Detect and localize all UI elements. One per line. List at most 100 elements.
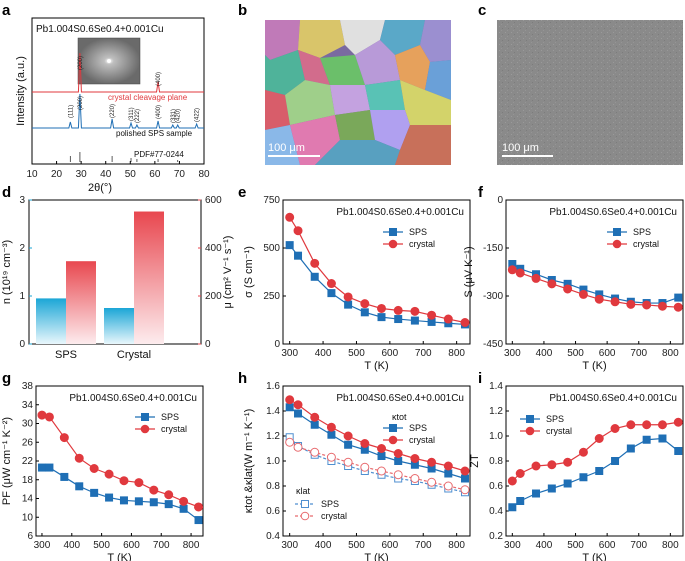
xrd-peak-label: (111): [68, 105, 74, 118]
legend-label: crystal: [161, 424, 187, 434]
data-point: [326, 422, 336, 432]
chart-title: Pb1.004S0.6Se0.4+0.001Cu: [336, 393, 464, 404]
data-point: [310, 420, 319, 429]
data-point: [327, 430, 336, 439]
x-tick-label: 500: [567, 540, 584, 551]
xrd-peak-label: (420): [176, 109, 182, 123]
data-point: [393, 449, 403, 458]
data-point: [360, 439, 370, 448]
data-point: [610, 297, 620, 307]
sem-background: [497, 20, 683, 165]
x-tick-label: 700: [415, 540, 432, 551]
x-tick-label: 400: [536, 348, 553, 359]
data-point: [563, 457, 573, 467]
data-point: [326, 279, 336, 289]
chart-thermal-conductivity: 300 400 500 600 700 800 0.4 0.6 0.8 1.0 1.2 1.4 1.6 T…: [243, 381, 471, 561]
y-tick-label: 500: [263, 243, 280, 254]
x-tick-label: 30: [76, 169, 88, 180]
data-point: [285, 212, 295, 222]
x-tick-label: 800: [183, 540, 200, 551]
data-point: [507, 265, 517, 275]
legend-marker: [612, 239, 622, 249]
legend-label: SPS: [546, 414, 564, 424]
data-point: [285, 395, 295, 405]
data-point: [460, 317, 470, 327]
grain: [355, 40, 400, 85]
data-point: [673, 417, 683, 427]
x-axis-label: T (K): [582, 552, 606, 561]
data-point: [547, 460, 557, 470]
data-point: [531, 461, 541, 471]
data-point: [134, 478, 144, 488]
x-axis-label: T (K): [582, 360, 606, 372]
legend-marker: [141, 413, 149, 421]
data-point: [610, 424, 620, 433]
legend-label: crystal: [321, 511, 347, 521]
legend-marker: [613, 228, 621, 236]
series-line: [289, 216, 466, 324]
y-axis-label: κtot &κlat(W m⁻¹ K⁻¹): [243, 409, 255, 514]
data-point: [293, 442, 303, 452]
data-point: [444, 469, 453, 478]
xrd-x-label: 2θ(°): [88, 182, 112, 194]
chart-seebeck: 300 400 500 600 700 800 -450 -300 -150 0 T (K) S (μ…: [463, 195, 684, 372]
data-point: [611, 457, 620, 465]
data-point: [377, 313, 386, 322]
x-tick-label: 700: [630, 540, 647, 551]
xrd-peak-label: (311): [129, 107, 135, 121]
panel-label-c: c: [478, 2, 486, 19]
y-tick-label-right: 400: [205, 243, 222, 254]
x-tick-label: 300: [281, 348, 298, 359]
legend-label: crystal: [633, 239, 659, 249]
data-point: [657, 420, 667, 430]
grain: [320, 55, 365, 85]
laue-pattern-image: [77, 37, 141, 85]
legend-marker: [389, 424, 397, 432]
xrd-peak-label: (222): [135, 109, 141, 123]
y-tick-label: 1.2: [266, 431, 280, 442]
plot-frame: [505, 199, 684, 345]
y-tick-label: 10: [22, 512, 34, 523]
data-point: [595, 467, 604, 475]
bar-carrier-concentration: [104, 308, 134, 344]
data-point: [410, 306, 420, 316]
data-point: [394, 315, 403, 324]
x-tick-label: 800: [448, 348, 465, 359]
x-tick-label: 600: [382, 348, 399, 359]
y-tick-label: 0: [497, 195, 503, 206]
legend-label: crystal: [409, 239, 435, 249]
chart-title: Pb1.004S0.6Se0.4+0.001Cu: [549, 393, 677, 404]
y-tick-label: -450: [483, 339, 503, 350]
data-point: [547, 279, 557, 289]
xrd-crystal-trace: [32, 52, 204, 93]
data-point: [547, 484, 556, 493]
chart-carrier-mobility: SPS Crystal 0 1 2 3 0 200 400 600 n (10¹⁹ cm⁻³) μ (…: [1, 195, 234, 361]
series-line: [289, 399, 466, 472]
xrd-peak-label: (422): [195, 108, 201, 122]
grain: [365, 80, 405, 110]
x-tick-label: 400: [315, 540, 332, 551]
y-axis-label: PF (μW cm⁻¹ K⁻²): [1, 417, 13, 505]
sem-surface-image: 100 μm: [497, 20, 683, 165]
y-tick-label: -150: [483, 243, 503, 254]
x-tick-label: 600: [123, 540, 140, 551]
y-axis-label: ZT: [469, 454, 481, 468]
data-point: [579, 473, 588, 482]
data-point: [360, 308, 369, 317]
legend-marker: [301, 500, 309, 508]
y-tick-label: 26: [22, 437, 34, 448]
xrd-sps-label: polished SPS sample: [116, 129, 193, 138]
data-point: [45, 463, 54, 472]
data-point: [626, 420, 636, 430]
data-point: [293, 400, 303, 410]
legend-marker: [388, 239, 398, 249]
chart-power-factor: 300 400 500 600 700 800 6 10 14 18 22 26 30 34 38 T (K)…: [1, 381, 204, 561]
data-point: [75, 482, 84, 491]
data-point: [343, 457, 353, 467]
bar-mobility: [134, 211, 164, 344]
data-point: [657, 301, 667, 311]
grain: [335, 110, 375, 140]
x-tick-label: 300: [504, 540, 521, 551]
grain: [395, 125, 451, 165]
legend-label: crystal: [546, 426, 572, 436]
